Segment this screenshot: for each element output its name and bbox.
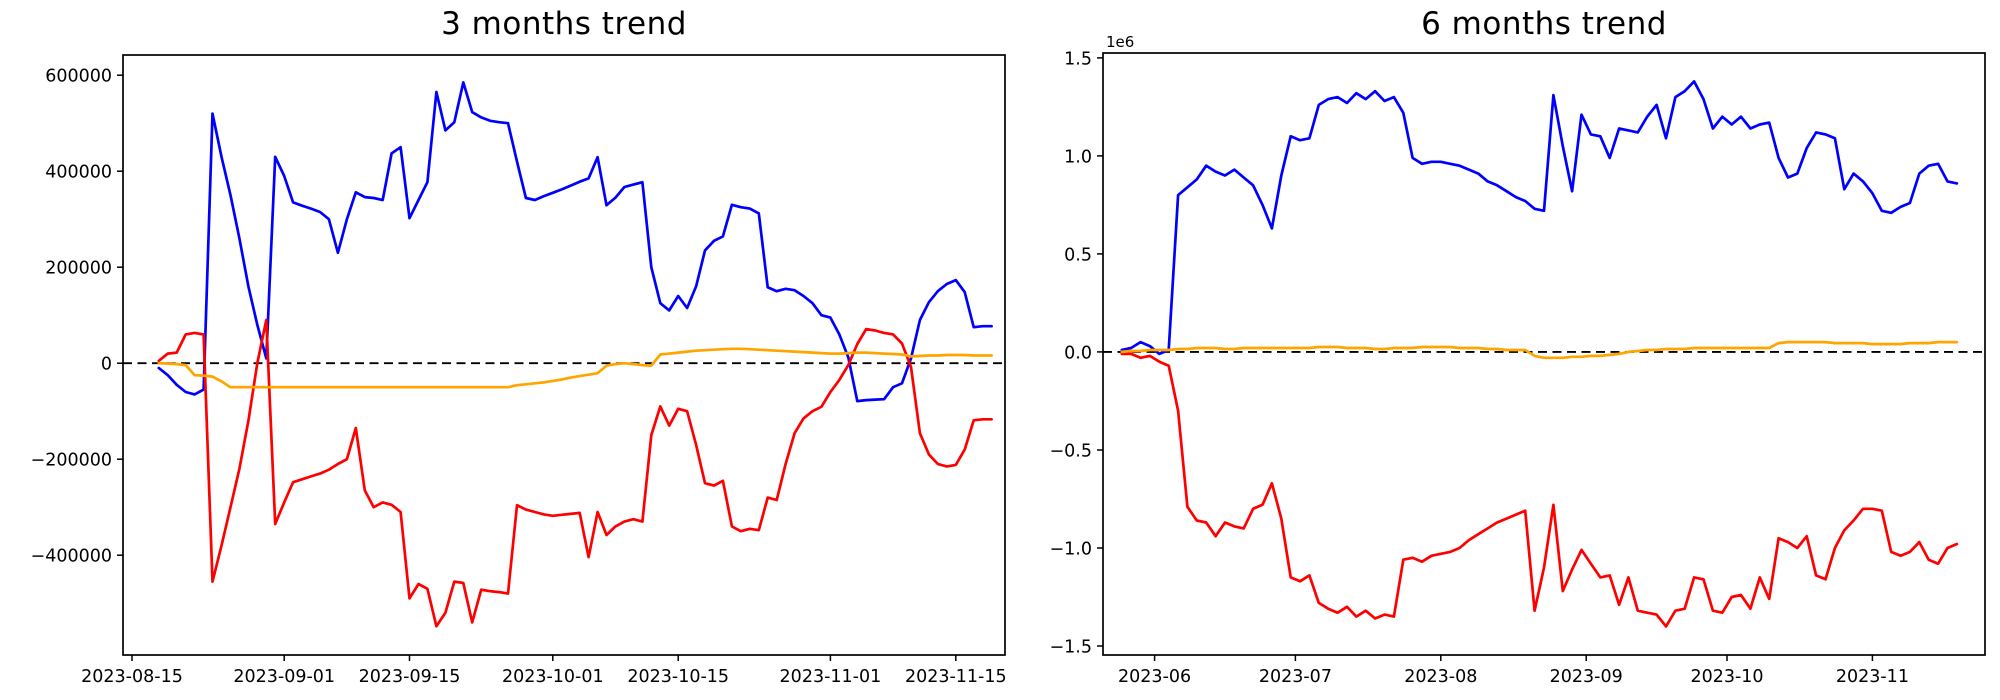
x-tick-label: 2023-07 <box>1259 667 1332 687</box>
x-tick-label: 2023-10 <box>1690 667 1763 687</box>
y-tick-label: 1.0 <box>1064 147 1092 167</box>
y-tick-label: 200000 <box>45 259 112 279</box>
axes-frame <box>122 54 1006 656</box>
chart-title-6-months: 6 months trend <box>1421 6 1667 42</box>
x-tick-label: 2023-10-15 <box>627 667 729 687</box>
x-tick-label: 2023-08 <box>1404 667 1477 687</box>
x-tick-label: 2023-09-15 <box>359 667 461 687</box>
y-tick-label: −200000 <box>31 451 112 471</box>
series-line-positive <box>157 81 993 403</box>
x-tick-label: 2023-06 <box>1118 667 1191 687</box>
x-tick-label: 2023-11-15 <box>905 667 1007 687</box>
axes-frame <box>1102 52 1986 656</box>
x-tick-label: 2023-09-01 <box>233 667 335 687</box>
y-axis-offset-label-1e6: 1e6 <box>1106 33 1135 51</box>
x-tick-label: 2023-11-01 <box>780 667 882 687</box>
chart-title-3-months: 3 months trend <box>441 6 687 42</box>
x-tick-label: 2023-11 <box>1836 667 1909 687</box>
y-tick-label: 0 <box>101 355 112 375</box>
x-tick-label: 2023-10-01 <box>502 667 604 687</box>
y-tick-label: 1.5 <box>1064 49 1092 69</box>
series-line-net <box>157 347 993 389</box>
y-tick-label: 0.5 <box>1064 245 1092 265</box>
y-tick-label: 600000 <box>45 67 112 87</box>
x-tick-label: 2023-08-15 <box>81 667 183 687</box>
y-tick-label: −1.0 <box>1050 540 1093 560</box>
series-line-negative <box>1120 352 1959 628</box>
y-tick-label: −400000 <box>31 547 112 567</box>
y-tick-label: −0.5 <box>1050 442 1093 462</box>
series-line-net <box>1120 340 1959 360</box>
series-line-positive <box>1120 80 1959 356</box>
y-tick-label: 0.0 <box>1064 343 1092 363</box>
x-tick-label: 2023-09 <box>1550 667 1623 687</box>
series-line-negative <box>157 318 993 628</box>
y-tick-label: −1.5 <box>1050 638 1093 658</box>
y-tick-label: 400000 <box>45 163 112 183</box>
